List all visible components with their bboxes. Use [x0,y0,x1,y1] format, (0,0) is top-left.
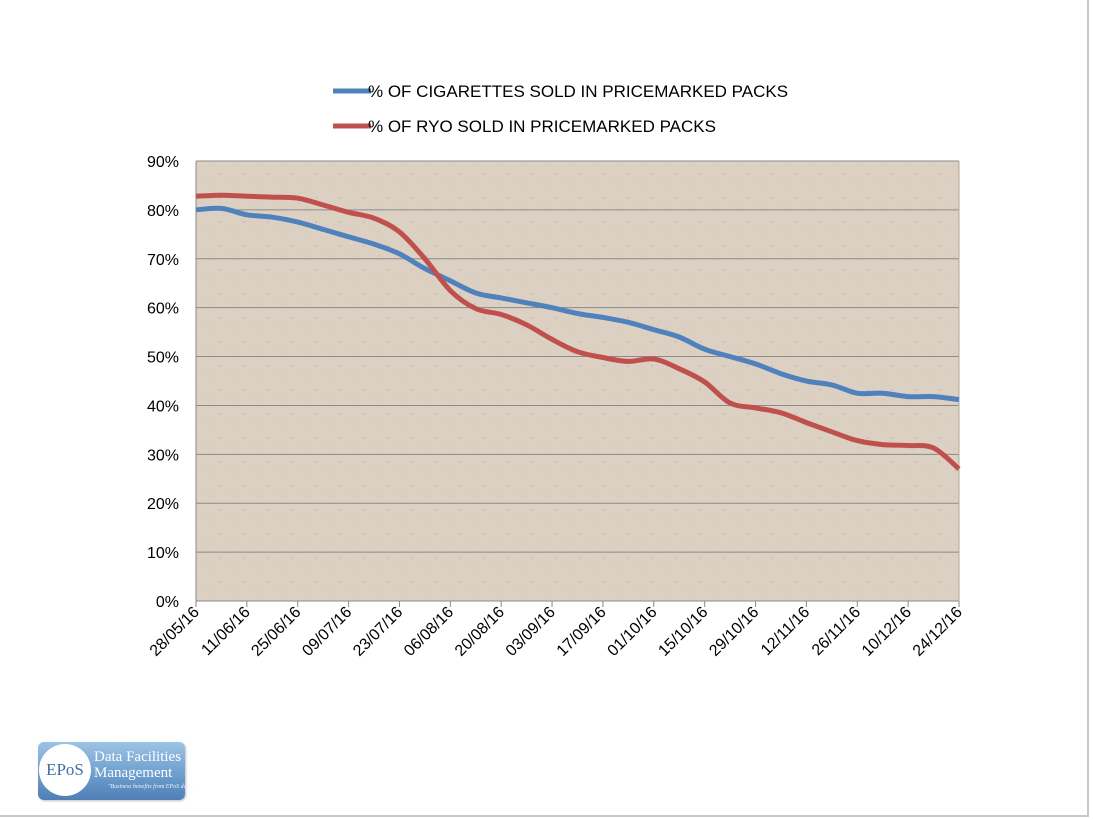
x-tick-label: 20/08/16 [452,604,508,660]
x-tick-label: 29/10/16 [706,604,762,660]
y-tick-label: 80% [147,203,179,220]
series-line-1 [195,205,960,403]
x-tick-label: 15/10/16 [655,604,711,660]
x-tick-label: 06/08/16 [401,604,457,660]
y-tick-label: 20% [147,496,179,513]
plot-area [196,161,959,601]
series-line-2 [195,192,961,471]
grid [196,160,959,553]
x-tick-label: 09/07/16 [299,604,355,660]
y-tick-label: 30% [147,447,179,464]
x-tick-label: 12/11/16 [758,604,813,659]
legend-label-2: % OF RYO SOLD IN PRICEMARKED PACKS [368,117,716,136]
x-tick-label: 25/06/16 [249,604,305,660]
x-tick-label: 28/05/16 [147,604,203,660]
legend-label-1: % OF CIGARETTES SOLD IN PRICEMARKED PACK… [368,82,788,101]
y-tick-label: 60% [147,301,179,318]
logo-badge: EPoS [39,744,91,796]
y-tick-label: 50% [147,350,179,367]
company-logo: EPoS Data Facilities Management "Busines… [38,742,194,800]
x-tick-label: 17/09/16 [554,604,610,660]
y-tick-label: 10% [147,545,179,562]
x-tick-label: 10/12/16 [859,604,915,660]
y-tick-label: 70% [147,252,179,269]
logo-badge-text: EPoS [46,760,84,779]
x-tick-label: 03/09/16 [503,604,559,660]
legend: % OF CIGARETTES SOLD IN PRICEMARKED PACK… [333,82,788,136]
y-tick-label: 40% [147,398,179,415]
x-tick-label: 24/12/16 [910,604,966,660]
x-tick-label: 11/06/16 [198,604,253,659]
x-tick-label: 23/07/16 [350,604,406,660]
logo-line1: Data Facilities [94,749,182,765]
x-tick-label: 01/10/16 [605,604,661,660]
series-lines [195,192,961,471]
y-tick-label: 0% [156,594,179,611]
x-tick-label: 26/11/16 [809,604,864,659]
logo-line2: Management [94,765,173,781]
logo-tagline: "Business benefits from EPoS data" [108,784,194,790]
y-tick-label: 90% [147,154,179,171]
